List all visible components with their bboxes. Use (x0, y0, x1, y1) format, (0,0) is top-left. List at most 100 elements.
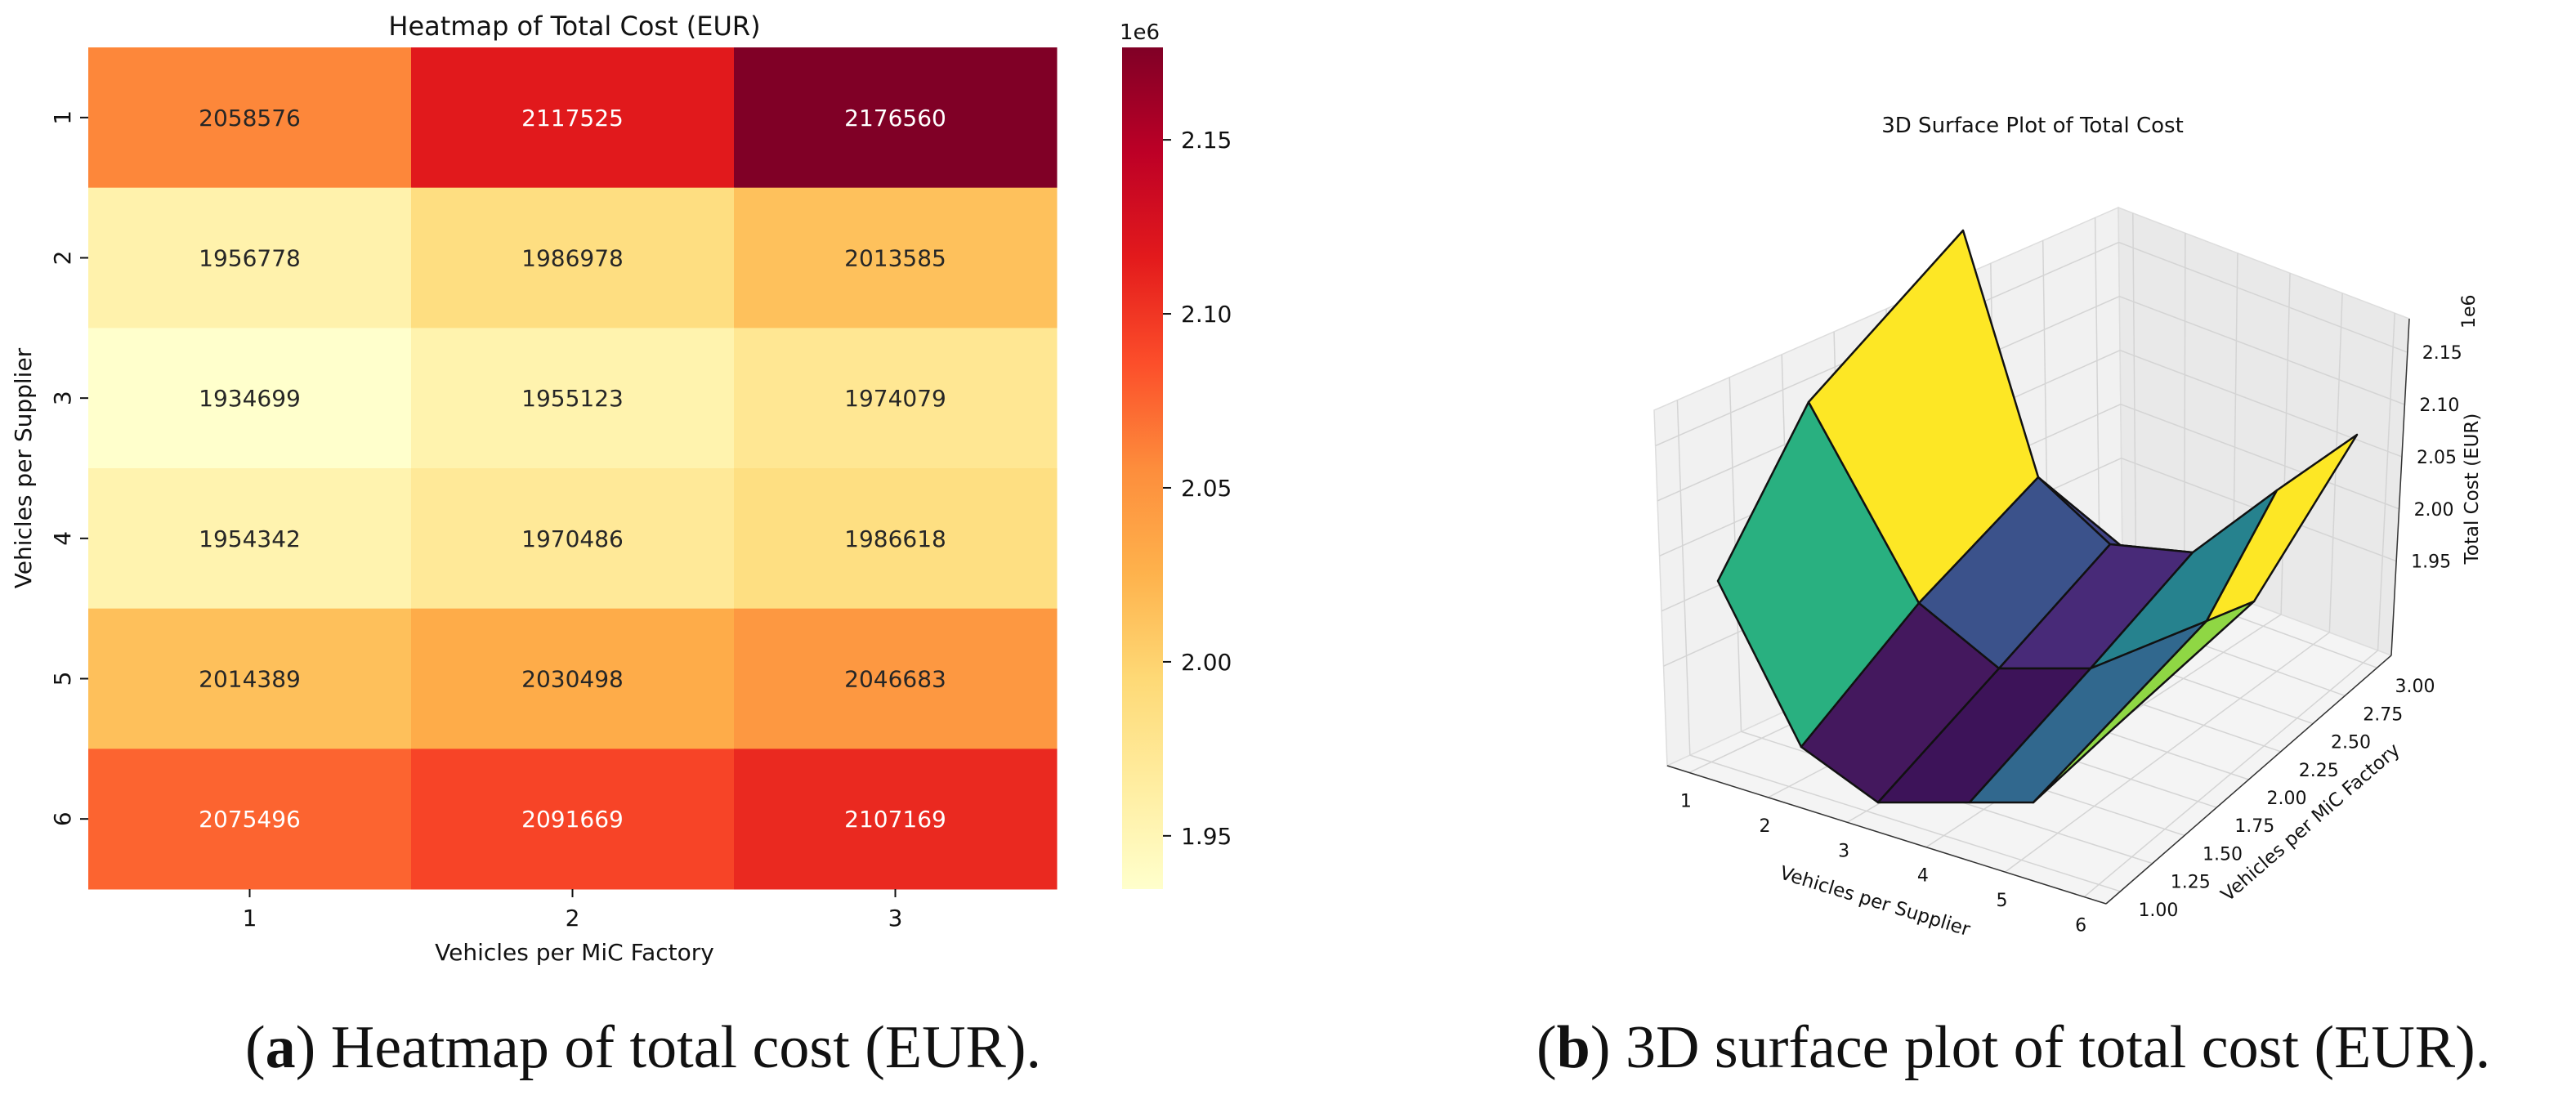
heatmap-cell-label: 2091669 (521, 806, 624, 833)
surface-floor-gridline (1689, 754, 2121, 892)
heatmap-cell-label: 1954342 (199, 525, 301, 552)
colorbar (1122, 47, 1163, 889)
surface-x-tick-label: 4 (1917, 866, 1929, 887)
surface-z-tick-label: 2.05 (2417, 448, 2457, 468)
surface-mesh (1716, 229, 2359, 804)
heatmap-cell (734, 468, 1058, 610)
surface-back-gridline (2132, 212, 2137, 561)
heatmap-cell-label: 2117525 (521, 105, 624, 132)
heatmap-cell-label: 1934699 (199, 385, 301, 412)
caption-a: (a) Heatmap of total cost (EUR). (245, 1014, 1042, 1081)
surface-y-axis-line (2105, 655, 2392, 905)
colorbar-ticks: 1.95 2.00 2.05 2.10 2.15 (1163, 127, 1232, 850)
heatmap-x-tick-label: 2 (566, 905, 580, 932)
heatmap-cell-label: 2058576 (199, 105, 301, 132)
heatmap-cell-label: 1956778 (199, 245, 301, 272)
surface-title: 3D Surface Plot of Total Cost (1881, 114, 2184, 138)
heatmap-y-tick-label: 1 (49, 110, 76, 125)
caption-b: (b) 3D surface plot of total cost (EUR). (1536, 1014, 2491, 1081)
heatmap-cell-label: 1970486 (521, 525, 624, 552)
heatmap-cell (734, 187, 1058, 329)
heatmap-x-ticks: 1 2 3 (243, 889, 903, 932)
heatmap-y-tick-label: 2 (49, 251, 76, 266)
surface-z-tick-label: 1.95 (2411, 552, 2451, 573)
caption-b-text: ) 3D surface plot of total cost (EUR). (1590, 1014, 2491, 1081)
surface-x-ticks: 1 2 3 4 5 6 (1680, 791, 2086, 936)
surface-y-tick-label: 1.00 (2138, 901, 2178, 921)
heatmap-cell (88, 187, 412, 329)
surface-x-axis-line (1666, 765, 2107, 905)
heatmap-figure: Heatmap of Total Cost (EUR) 2058576 21175… (10, 11, 1232, 966)
heatmap-cell (88, 328, 412, 469)
colorbar-tick-label: 2.00 (1181, 649, 1232, 676)
surface-x-tick-label: 1 (1680, 791, 1692, 811)
heatmap-cell (411, 468, 735, 610)
heatmap-cell-label: 2013585 (844, 245, 946, 272)
surface-back-gridline (2094, 217, 2100, 566)
surface-back-gridline (1676, 400, 1691, 756)
caption-a-label: a (265, 1014, 296, 1081)
heatmap-cell (734, 47, 1058, 189)
surface-x-tick-label: 6 (2075, 916, 2086, 936)
heatmap-x-axis-label: Vehicles per MiC Factory (435, 939, 714, 966)
surface-x-tick-label: 2 (1760, 816, 1771, 837)
colorbar-tick-label: 2.10 (1181, 301, 1232, 328)
heatmap-cell-label: 2176560 (844, 105, 946, 132)
heatmap-cell-label: 2046683 (844, 666, 946, 693)
surface-z-tick-label: 2.00 (2414, 500, 2454, 521)
heatmap-cell-label: 1986618 (844, 525, 946, 552)
heatmap-x-tick-label: 1 (243, 905, 257, 932)
surface-z-tick-label: 2.15 (2422, 343, 2462, 364)
surface-y-tick-label: 1.75 (2234, 816, 2274, 837)
surface-y-tick-label: 2.75 (2363, 704, 2403, 725)
surface-z-ticks: 1.95 2.00 2.05 2.10 2.15 (2411, 343, 2462, 572)
heatmap-cells: 2058576 2117525 2176560 1956778 1986978 20135… (88, 47, 1058, 890)
surface-z-axis-label: Total Cost (EUR) (2462, 413, 2483, 565)
surface-y-ticks: 1.00 1.25 1.50 1.75 2.00 2.25 2.50 2.75 3.00 (2138, 677, 2435, 921)
surface-z-axis-line (2390, 318, 2410, 656)
colorbar-multiplier: 1e6 (1120, 20, 1160, 45)
surface-z-multiplier: 1e6 (2459, 294, 2480, 329)
heatmap-cell (88, 749, 412, 890)
surface-x-axis-label: Vehicles per Supplier (1778, 863, 1973, 941)
heatmap-cell-label: 1955123 (521, 385, 624, 412)
colorbar-tick-label: 2.05 (1181, 475, 1232, 502)
heatmap-y-tick-label: 3 (49, 391, 76, 405)
heatmap-cell (411, 187, 735, 329)
heatmap-cell-label: 2107169 (844, 806, 946, 833)
heatmap-cell (411, 47, 735, 189)
heatmap-y-tick-label: 6 (49, 811, 76, 826)
heatmap-cell-label: 1986978 (521, 245, 624, 272)
surface-x-tick-label: 3 (1838, 841, 1849, 861)
surface-y-tick-label: 2.00 (2267, 789, 2307, 809)
heatmap-cell (734, 608, 1058, 749)
surface-back-gridline (2377, 313, 2395, 650)
heatmap-cell-label: 2075496 (199, 806, 301, 833)
heatmap-cell-label: 1974079 (844, 385, 946, 412)
heatmap-cell (734, 328, 1058, 469)
heatmap-cell (411, 328, 735, 469)
heatmap-y-tick-label: 4 (49, 531, 76, 546)
heatmap-cell (411, 608, 735, 749)
heatmap-y-axis-label: Vehicles per Supplier (10, 347, 37, 588)
heatmap-cell-label: 2014389 (199, 666, 301, 693)
heatmap-x-tick-label: 3 (888, 905, 903, 932)
surface-y-tick-label: 3.00 (2395, 677, 2435, 697)
surface-y-tick-label: 1.50 (2203, 844, 2243, 865)
heatmap-cell (88, 468, 412, 610)
surface-y-tick-label: 2.50 (2331, 733, 2371, 753)
surface-y-tick-label: 1.25 (2171, 873, 2211, 893)
surface-face (2032, 600, 2256, 804)
heatmap-y-tick-label: 5 (49, 672, 76, 686)
surface3d-figure: 3D Surface Plot of Total Cost 1 2 3 4 5 6 1.0… (1653, 114, 2483, 941)
heatmap-cell (88, 47, 412, 189)
heatmap-cell (734, 749, 1058, 890)
surface-back-gridline (2280, 273, 2291, 615)
heatmap-cell (411, 749, 735, 890)
caption-b-label: b (1556, 1014, 1590, 1081)
heatmap-cell (88, 608, 412, 749)
caption-a-text: ) Heatmap of total cost (EUR). (295, 1014, 1042, 1081)
surface-z-gridline (1655, 241, 2408, 447)
heatmap-cell-label: 2030498 (521, 666, 624, 693)
heatmap-y-ticks: 1 2 3 4 5 6 (49, 110, 88, 826)
